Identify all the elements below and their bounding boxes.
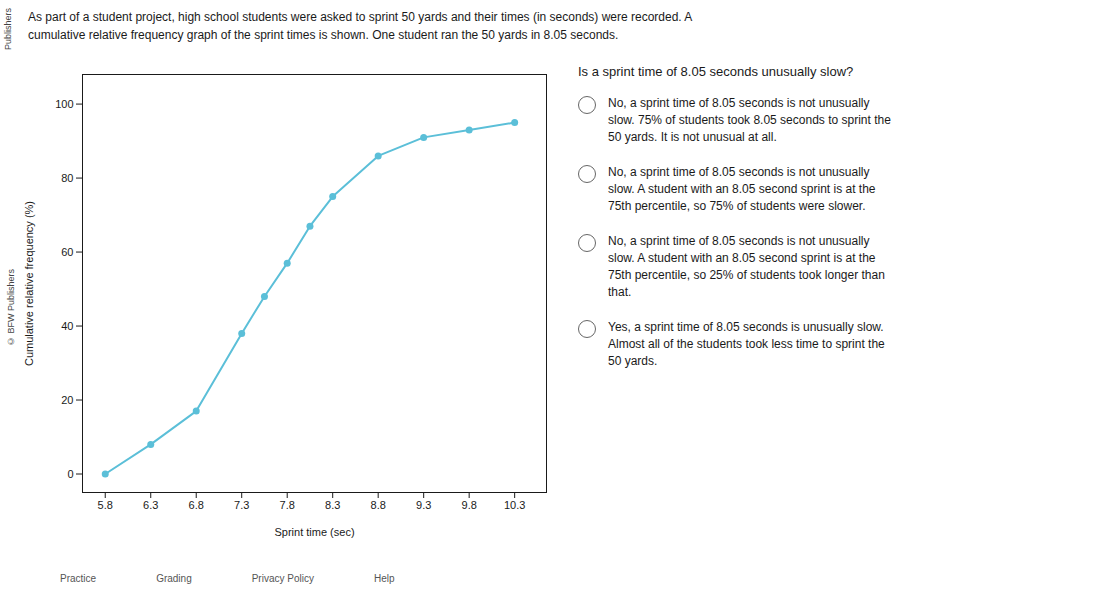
svg-text:Cumulative relative frequency: Cumulative relative frequency (%) [23, 201, 35, 366]
html-text:Is a sprint time of 8.05 secon: Is a sprint time of 8.05 seconds unusual… [578, 64, 854, 79]
svg-text:9.8: 9.8 [462, 499, 477, 511]
html-text:As part of a student project,: As part of a student project, high schoo… [28, 10, 693, 24]
svg-text:60: 60 [61, 246, 73, 258]
svg-text:8.8: 8.8 [371, 499, 386, 511]
html-text:Help: Help [374, 572, 395, 584]
html-text:cumulative relative frequency: cumulative relative frequency graph of t… [28, 28, 619, 42]
svg-text:10.3: 10.3 [504, 499, 525, 511]
html-text:Grading: Grading [156, 572, 192, 584]
html-text:© BFW Publishers: © BFW Publishers [6, 269, 16, 347]
html-text:No, a sprint time of 8.05 seco: No, a sprint time of 8.05 seconds is not… [608, 96, 891, 144]
svg-text:9.3: 9.3 [416, 499, 431, 511]
svg-text:100: 100 [55, 98, 73, 110]
svg-text:6.3: 6.3 [143, 499, 158, 511]
svg-text:20: 20 [61, 394, 73, 406]
svg-text:6.8: 6.8 [189, 499, 204, 511]
svg-text:7.3: 7.3 [234, 499, 249, 511]
svg-text:0: 0 [67, 468, 73, 480]
svg-text:5.8: 5.8 [98, 499, 113, 511]
html-text:No, a sprint time of 8.05 seco: No, a sprint time of 8.05 seconds is not… [608, 234, 885, 299]
html-text:Practice: Practice [60, 572, 97, 584]
html-text:Privacy Policy: Privacy Policy [251, 572, 314, 584]
html-text:No, a sprint time of 8.05 seco: No, a sprint time of 8.05 seconds is not… [608, 165, 876, 213]
svg-text:Sprint time (sec): Sprint time (sec) [274, 526, 354, 538]
html-text:Publishers: Publishers [3, 8, 13, 50]
html-text:Yes, a sprint time of 8.05 sec: Yes, a sprint time of 8.05 seconds is un… [608, 320, 885, 368]
svg-text:80: 80 [61, 172, 73, 184]
svg-text:40: 40 [61, 320, 73, 332]
svg-text:8.3: 8.3 [325, 499, 340, 511]
svg-text:7.8: 7.8 [280, 499, 295, 511]
